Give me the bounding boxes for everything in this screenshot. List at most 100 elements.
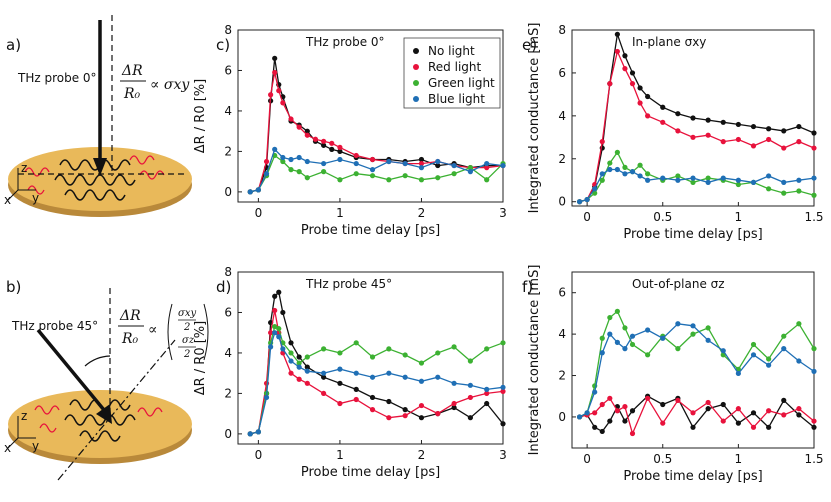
data-point-green xyxy=(321,169,327,175)
plot-frame xyxy=(237,271,504,445)
data-point-red xyxy=(622,403,628,410)
y-tick-label: 2 xyxy=(224,386,232,400)
chart-f: 0 2 4 6 0 0.5 1 1.5 Probe time delay [ps] Integra… xyxy=(527,265,824,484)
data-point-red xyxy=(766,136,772,143)
data-point-red xyxy=(484,165,490,171)
data-point-red xyxy=(484,390,490,397)
data-point-red xyxy=(592,410,598,416)
data-point-green xyxy=(369,354,376,360)
panel-label-b: b) xyxy=(6,278,21,296)
data-point-black xyxy=(296,354,302,360)
data-point-black xyxy=(675,111,681,117)
data-point-blue xyxy=(576,414,583,420)
data-point-blue xyxy=(720,175,726,181)
legend-entry: No light xyxy=(428,44,475,58)
data-point-blue xyxy=(263,171,270,177)
y-tick-label: 2 xyxy=(224,144,232,158)
axis-label-x: x xyxy=(4,441,11,455)
data-point-green xyxy=(467,165,473,171)
data-point-blue xyxy=(304,368,310,374)
data-point-blue xyxy=(467,382,473,388)
legend-entry: Green light xyxy=(428,76,495,90)
data-point-blue xyxy=(629,169,636,175)
legend-entry: Red light xyxy=(428,60,482,74)
legend-marker xyxy=(413,48,419,54)
data-point-blue xyxy=(811,175,817,181)
x-tick-label: 1 xyxy=(336,448,344,462)
data-point-black xyxy=(353,386,359,392)
data-point-green xyxy=(353,171,359,177)
data-point-blue xyxy=(435,158,441,165)
data-point-blue xyxy=(645,177,651,183)
svg-text:2: 2 xyxy=(183,322,190,333)
legend-marker xyxy=(413,96,419,102)
plot-frame xyxy=(571,271,815,449)
data-point-blue xyxy=(750,179,757,185)
data-point-red xyxy=(276,88,282,94)
data-point-blue xyxy=(614,339,620,345)
data-point-blue xyxy=(660,335,666,341)
series-line-blue xyxy=(250,148,504,193)
data-point-blue xyxy=(622,346,628,352)
data-point-black xyxy=(750,410,757,416)
data-point-blue xyxy=(337,156,343,163)
svg-text:2: 2 xyxy=(183,349,190,360)
panel-label-e: e) xyxy=(522,36,537,54)
y-tick-label: 4 xyxy=(558,327,566,341)
data-point-black xyxy=(304,128,310,134)
data-point-green xyxy=(272,324,278,330)
data-point-blue xyxy=(576,199,583,205)
data-point-red xyxy=(660,119,666,125)
axis-label-y: y xyxy=(32,439,39,453)
chart-c: 0 2 4 6 8 0 1 2 3 Probe time delay [ps] ΔR / R0 [%… xyxy=(193,23,507,238)
probe-label-a: THz probe 0° xyxy=(17,71,97,85)
probe-label-b: THz probe 45° xyxy=(11,319,98,333)
data-point-blue xyxy=(353,370,359,376)
data-point-black xyxy=(735,121,741,128)
data-point-black xyxy=(451,404,457,411)
data-point-red xyxy=(614,48,620,55)
x-tick-label: 0 xyxy=(583,452,591,466)
data-point-red xyxy=(304,380,310,386)
data-point-green xyxy=(467,358,473,364)
schematic-b: THz probe 45° ΔR R₀ ∝ σxy 2 σz 2 z y x xyxy=(4,288,209,481)
y-tick-label: 2 xyxy=(558,152,566,166)
data-point-red xyxy=(750,143,757,149)
data-point-blue xyxy=(766,173,772,179)
data-point-red xyxy=(607,81,613,87)
data-point-green xyxy=(435,350,441,356)
data-point-green xyxy=(735,181,741,188)
data-point-green xyxy=(386,346,392,352)
svg-text:σz: σz xyxy=(182,335,195,346)
chart-d: 0 2 4 6 8 0 1 2 3 Probe time delay [ps] ΔR / R0 [%… xyxy=(193,265,507,480)
series-line-green xyxy=(250,325,504,435)
data-point-black xyxy=(369,394,376,401)
data-point-green xyxy=(500,340,506,346)
data-point-blue xyxy=(500,162,506,169)
data-point-green xyxy=(599,177,605,183)
data-point-red xyxy=(735,136,741,143)
sample-disk xyxy=(8,390,192,458)
data-point-black xyxy=(735,420,741,426)
data-point-blue xyxy=(781,179,787,185)
data-point-black xyxy=(607,418,613,424)
data-point-blue xyxy=(484,160,490,167)
data-point-green xyxy=(386,177,392,183)
data-point-black xyxy=(337,380,343,386)
x-tick-label: 3 xyxy=(499,206,507,220)
data-point-red xyxy=(304,132,310,138)
series-line-black xyxy=(250,290,504,435)
formula-a: ΔR R₀ ∝ σxy xyxy=(120,63,190,102)
sample-disk xyxy=(8,147,192,211)
data-point-blue xyxy=(280,154,286,161)
svg-text:∝ σxy: ∝ σxy xyxy=(150,77,190,93)
x-tick-label: 1 xyxy=(735,452,743,466)
data-point-green xyxy=(337,177,343,183)
data-point-red xyxy=(750,424,757,430)
data-point-red xyxy=(766,408,772,414)
x-tick-label: 1 xyxy=(735,210,743,224)
series-line-red xyxy=(579,396,815,436)
chart-title: In-plane σxy xyxy=(632,35,706,49)
arrow-head-icon xyxy=(96,404,112,424)
svg-text:∝: ∝ xyxy=(148,322,157,338)
